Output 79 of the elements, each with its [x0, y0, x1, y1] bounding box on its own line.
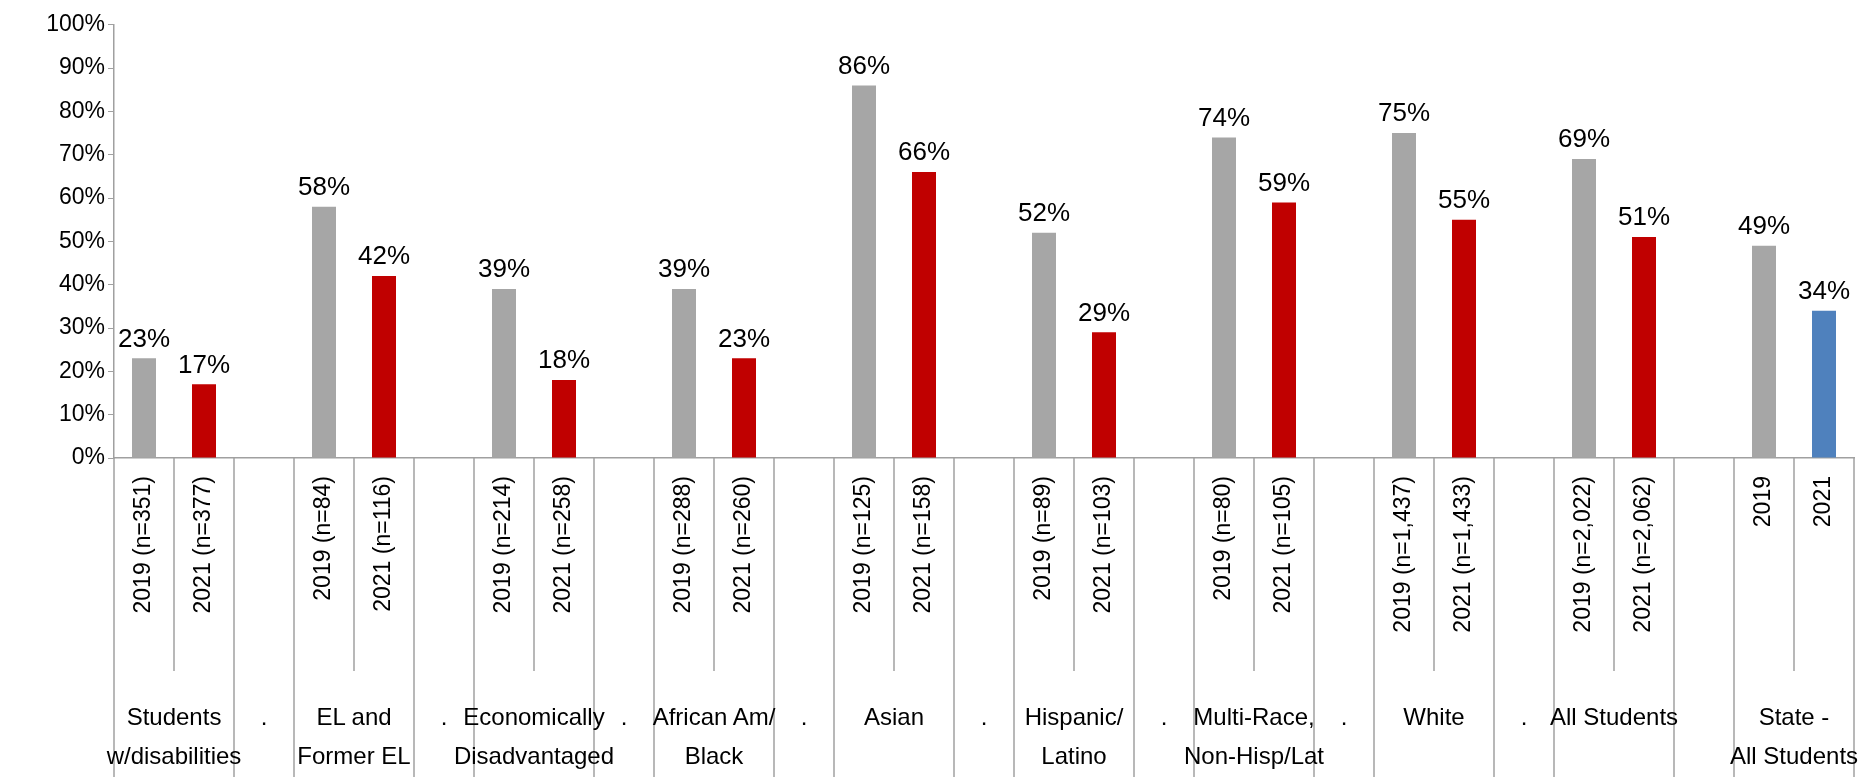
bar	[1812, 310, 1836, 458]
x-tick-label: 2021 (n=116)	[369, 476, 396, 612]
y-tick-label: 80%	[58, 96, 105, 123]
data-label: 86%	[837, 49, 891, 80]
x-tick-label: 2019 (n=80)	[1209, 476, 1236, 601]
x-tick-label: 2021 (n=105)	[1269, 476, 1296, 614]
text: Students w/disabilities	[105, 702, 242, 769]
data-label: 75%	[1377, 97, 1431, 128]
x-tick-label: 2019	[1749, 476, 1776, 528]
x-tick-label: 2019 (n=1,437)	[1389, 476, 1416, 633]
data-label: 59%	[1257, 166, 1311, 197]
text: Multi-Race, Non-Hisp/Lat	[1183, 702, 1325, 769]
text: All Students	[1549, 702, 1679, 730]
y-tick-label: 0%	[71, 443, 105, 470]
data-label: 55%	[1437, 183, 1491, 214]
bar	[732, 358, 756, 458]
y-tick-label: 20%	[58, 356, 105, 383]
bar	[1452, 219, 1476, 458]
x-tick-label: 2019 (n=288)	[669, 476, 696, 614]
text: African Am/ Black	[652, 702, 776, 769]
text: Economically Disadvantaged	[453, 702, 615, 769]
text: .	[800, 702, 808, 730]
text: .	[620, 702, 628, 730]
bar	[912, 172, 936, 458]
y-tick-label: 40%	[58, 270, 105, 297]
data-label: 52%	[1017, 196, 1071, 227]
text: .	[1160, 702, 1168, 730]
x-tick-label: 2019 (n=125)	[849, 476, 876, 614]
text: State - All Students	[1729, 702, 1859, 769]
x-tick-label: 2021	[1809, 476, 1836, 528]
y-tick-label: 70%	[58, 140, 105, 167]
data-label: 18%	[537, 344, 591, 375]
data-label: 29%	[1077, 296, 1131, 327]
data-label: 58%	[297, 170, 351, 201]
text: .	[1340, 702, 1348, 730]
bar	[1092, 332, 1116, 458]
data-label: 39%	[477, 253, 531, 284]
x-tick-label: 2021 (n=258)	[549, 476, 576, 614]
x-tick-label: 2019 (n=89)	[1029, 476, 1056, 601]
data-label: 17%	[177, 348, 231, 379]
data-label: 34%	[1797, 274, 1851, 305]
y-tick-label: 100%	[46, 10, 105, 37]
data-label: 23%	[717, 322, 771, 353]
data-label: 49%	[1737, 209, 1791, 240]
text: .	[980, 702, 988, 730]
y-tick-label: 60%	[58, 183, 105, 210]
x-tick-label: 2019 (n=214)	[489, 476, 516, 614]
text: Hispanic/ Latino	[1024, 702, 1124, 769]
y-tick-label: 30%	[58, 313, 105, 340]
y-tick-label: 90%	[58, 53, 105, 80]
x-tick-label: 2019 (n=84)	[309, 476, 336, 601]
y-tick-label: 10%	[58, 400, 105, 427]
data-label: 42%	[357, 240, 411, 271]
text: EL and Former EL	[297, 702, 411, 769]
text: .	[260, 702, 268, 730]
text: White	[1403, 702, 1465, 730]
y-tick-label: 50%	[58, 226, 105, 253]
data-label: 66%	[897, 136, 951, 167]
bar	[192, 384, 216, 458]
bar	[372, 276, 396, 458]
data-label: 51%	[1617, 201, 1671, 232]
x-tick-label: 2021 (n=1,433)	[1449, 476, 1476, 633]
text: Asian	[863, 702, 925, 730]
bar	[1272, 202, 1296, 458]
x-tick-label: 2019 (n=351)	[129, 476, 156, 614]
x-tick-label: 2021 (n=103)	[1089, 476, 1116, 614]
x-tick-label: 2021 (n=260)	[729, 476, 756, 614]
data-label: 23%	[117, 322, 171, 353]
x-tick-label: 2021 (n=377)	[189, 476, 216, 614]
bar	[552, 380, 576, 458]
x-tick-label: 2021 (n=158)	[909, 476, 936, 614]
data-label: 74%	[1197, 101, 1251, 132]
text: .	[1520, 702, 1528, 730]
bar	[1632, 237, 1656, 458]
text: .	[440, 702, 448, 730]
data-label: 39%	[657, 253, 711, 284]
x-tick-label: 2021 (n=2,062)	[1629, 476, 1656, 633]
x-tick-label: 2019 (n=2,022)	[1569, 476, 1596, 633]
data-label: 69%	[1557, 123, 1611, 154]
